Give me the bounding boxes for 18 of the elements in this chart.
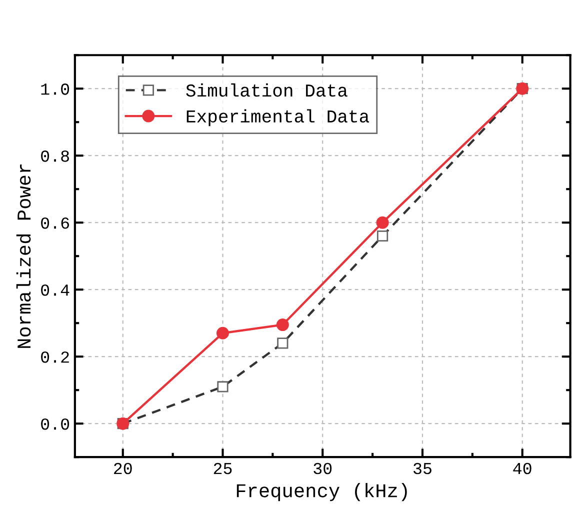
point — [216, 326, 229, 340]
point — [376, 216, 389, 229]
x-axis-title: Frequency (kHz) — [236, 483, 407, 502]
x-tick-label: 35 — [414, 462, 432, 474]
x-tick-label: 30 — [314, 462, 332, 474]
y-tick-label: 0.6 — [41, 217, 69, 229]
point — [276, 318, 289, 332]
y-tick-label: 0.0 — [41, 418, 70, 430]
y-tick-label: 1.0 — [41, 84, 70, 95]
y-axis-title: Normalized Power — [16, 164, 31, 348]
legend-label: Simulation Data — [186, 83, 348, 97]
legend-label: Experimental Data — [186, 109, 370, 126]
x-tick-label: 25 — [214, 462, 232, 474]
y-tick-label: 0.8 — [41, 150, 69, 162]
y-tick-label: 0.4 — [41, 284, 70, 296]
y-tick-label: 0.2 — [41, 351, 69, 363]
x-tick-label: 20 — [114, 462, 132, 474]
x-tick-label: 40 — [513, 462, 532, 474]
